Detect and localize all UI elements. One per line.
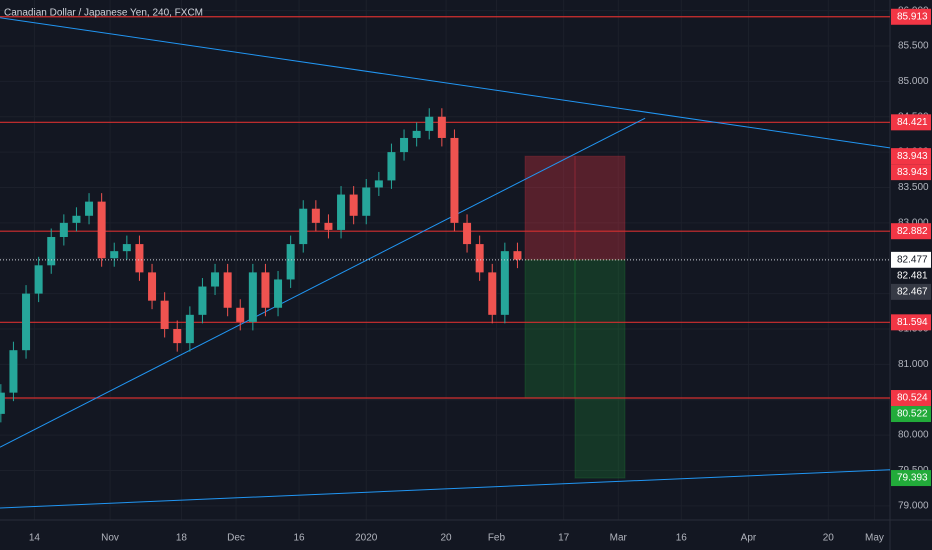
chart-title: Canadian Dollar / Japanese Yen, 240, FXC…	[4, 8, 203, 19]
x-tick-label: 2020	[355, 533, 378, 544]
candle-body	[22, 293, 31, 351]
x-tick-label: 14	[29, 533, 41, 544]
candle-body	[513, 251, 522, 260]
candle-body	[9, 350, 18, 393]
x-tick-label: Mar	[610, 533, 628, 544]
candle-body	[110, 251, 119, 259]
candle-body	[362, 187, 371, 216]
price-label: 82.481	[897, 270, 928, 281]
x-tick-label: 16	[676, 533, 688, 544]
candle-body	[0, 392, 5, 414]
price-label-bg	[891, 406, 931, 423]
price-label: 83.943	[897, 151, 928, 162]
price-label: 82.882	[897, 226, 928, 237]
price-label-bg	[891, 114, 931, 131]
candle-body	[488, 272, 497, 315]
price-label: 85.913	[897, 11, 928, 22]
x-tick-label: 17	[558, 533, 570, 544]
trend-line	[0, 117, 646, 448]
x-tick-label: Dec	[227, 533, 245, 544]
price-label: 79.393	[897, 473, 928, 484]
candle-body	[387, 152, 396, 181]
candle-body	[463, 222, 472, 245]
candle-body	[135, 244, 144, 273]
price-label: 81.594	[897, 317, 928, 328]
candle-body	[34, 265, 43, 294]
candle-body	[85, 201, 94, 216]
candle-body	[173, 328, 182, 344]
candle-body	[437, 116, 446, 138]
candle-body	[349, 194, 358, 216]
x-tick-label: Nov	[101, 533, 119, 544]
trend-line	[0, 17, 891, 149]
target-zone	[524, 259, 576, 399]
candle-body	[223, 272, 232, 308]
trend-line	[0, 469, 891, 509]
y-tick-label: 85.000	[898, 76, 929, 87]
price-label: 82.467	[897, 286, 928, 297]
candle-body	[72, 215, 81, 223]
candle-body	[261, 272, 270, 308]
y-tick-label: 80.000	[898, 430, 929, 441]
candle-body	[374, 180, 383, 188]
candle-body	[59, 222, 68, 238]
price-label-bg	[891, 8, 931, 25]
candle-body	[286, 244, 295, 280]
stop-zone	[524, 155, 576, 261]
candle-body	[500, 251, 509, 315]
y-tick-label: 79.000	[898, 500, 929, 511]
price-label: 80.524	[897, 393, 928, 404]
candle-body	[122, 244, 131, 252]
candle-body	[299, 208, 308, 245]
y-tick-label: 81.000	[898, 359, 929, 370]
x-tick-label: 18	[176, 533, 188, 544]
candle-body	[248, 272, 257, 322]
candle-body	[425, 116, 434, 131]
x-tick-label: Apr	[741, 533, 757, 544]
candle-body	[475, 244, 484, 273]
candle-body	[97, 201, 106, 259]
price-label-bg	[891, 283, 931, 300]
x-tick-label: Feb	[488, 533, 506, 544]
y-tick-label: 85.500	[898, 41, 929, 52]
price-label-bg	[891, 251, 931, 268]
x-tick-label: 16	[293, 533, 305, 544]
target-zone	[574, 259, 626, 479]
price-label-bg	[891, 267, 931, 284]
candle-body	[198, 286, 207, 315]
price-label: 80.522	[897, 409, 928, 420]
candle-body	[47, 237, 56, 266]
stop-zone	[574, 155, 626, 261]
x-tick-label: May	[865, 533, 884, 544]
price-label-bg	[891, 164, 931, 181]
candle-body	[450, 137, 459, 223]
y-tick-label: 83.500	[898, 182, 929, 193]
candle-body	[274, 279, 283, 308]
price-label-bg	[891, 223, 931, 240]
price-label-bg	[891, 470, 931, 487]
x-tick-label: 20	[823, 533, 835, 544]
candle-body	[412, 130, 421, 138]
candle-body	[236, 307, 245, 322]
price-label: 83.943	[897, 167, 928, 178]
candle-body	[324, 222, 333, 230]
candle-body	[185, 314, 194, 344]
price-label: 84.421	[897, 117, 928, 128]
price-label-bg	[891, 314, 931, 331]
price-label: 82.477	[897, 254, 928, 265]
candle-body	[400, 137, 409, 153]
candle-body	[311, 208, 320, 223]
candle-body	[337, 194, 346, 230]
candle-body	[148, 272, 157, 301]
price-label-bg	[891, 390, 931, 407]
candle-body	[211, 272, 220, 287]
candle-body	[160, 300, 169, 329]
y-tick-label: 83.000	[898, 217, 929, 228]
price-label-bg	[891, 148, 931, 165]
x-tick-label: 20	[440, 533, 452, 544]
